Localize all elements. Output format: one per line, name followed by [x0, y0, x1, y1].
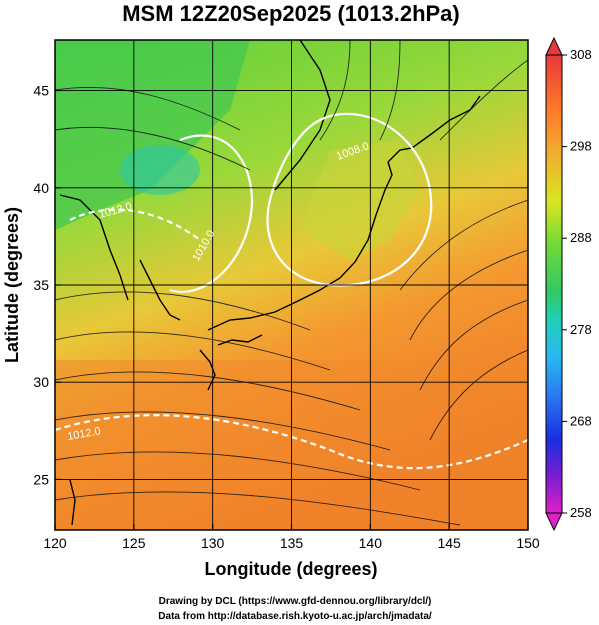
streamline — [55, 126, 251, 171]
x-axis-label: Longitude (degrees) — [204, 559, 377, 579]
colorbar-tick-label: 308 — [570, 47, 592, 62]
colorbar-tick-label: 258 — [570, 505, 592, 520]
colorbar: 308 298 288 278 268 258 — [545, 36, 592, 532]
streamline — [409, 249, 528, 341]
x-tick-label: 150 — [516, 535, 540, 551]
pressure-contours — [55, 112, 528, 470]
coast-shikoku — [217, 334, 263, 346]
colorbar-tick-label: 278 — [570, 322, 592, 337]
streamline — [55, 291, 311, 331]
colorbar-tick-label: 288 — [570, 230, 592, 245]
colorbar-bottom-arrow — [545, 512, 563, 532]
streamline — [55, 331, 331, 371]
x-axis-ticks: 120 125 130 135 140 145 150 — [43, 524, 540, 551]
colorbar-tick-label: 298 — [570, 139, 592, 154]
colorbar-ticks: 308 298 288 278 268 258 — [562, 47, 592, 520]
x-tick-label: 120 — [43, 535, 67, 551]
y-tick-label: 40 — [33, 180, 49, 196]
contour-1010 — [169, 134, 253, 293]
streamline — [55, 491, 461, 526]
x-tick-label: 135 — [280, 535, 304, 551]
streamline — [399, 199, 528, 291]
y-tick-label: 25 — [33, 471, 49, 487]
figure-title: MSM 12Z20Sep2025 (1013.2hPa) — [122, 1, 460, 26]
colorbar-bar — [545, 54, 563, 514]
contour-1012-west — [69, 208, 201, 241]
streamline — [55, 86, 241, 131]
streamline — [429, 349, 528, 441]
y-axis-label: Latitude (degrees) — [2, 207, 22, 363]
y-axis-ticks: 25 30 35 40 45 — [33, 83, 61, 487]
streamline — [55, 371, 361, 411]
y-tick-label: 30 — [33, 374, 49, 390]
x-tick-label: 140 — [359, 535, 383, 551]
cool-patch-teal — [120, 145, 200, 195]
credit-line-1: Drawing by DCL (https://www.gfd-dennou.o… — [159, 596, 432, 607]
streamline — [379, 40, 401, 141]
streamline — [55, 451, 421, 491]
map-plot-area — [55, 40, 528, 530]
lat-lon-grid — [55, 40, 528, 530]
x-tick-label: 145 — [437, 535, 461, 551]
contour-label-1012: 1012.0 — [66, 425, 101, 443]
wind-streamlines — [55, 40, 528, 526]
streamline — [319, 40, 351, 141]
coast-korea — [139, 259, 181, 321]
streamline — [55, 411, 391, 451]
x-tick-label: 130 — [201, 535, 225, 551]
coast-honshu — [207, 161, 393, 331]
coast-taiwan — [69, 479, 76, 526]
streamline — [419, 299, 528, 391]
coast-china — [59, 194, 129, 301]
y-tick-label: 35 — [33, 277, 49, 293]
contour-1008 — [266, 112, 433, 287]
y-tick-label: 45 — [33, 83, 49, 99]
credit-line-2: Data from http://database.rish.kyoto-u.a… — [158, 611, 432, 622]
coast-russia — [274, 40, 331, 191]
contour-1012-south — [55, 414, 528, 470]
colorbar-top-arrow — [545, 36, 563, 56]
x-tick-label: 125 — [122, 535, 146, 551]
colorbar-tick-label: 268 — [570, 413, 592, 428]
